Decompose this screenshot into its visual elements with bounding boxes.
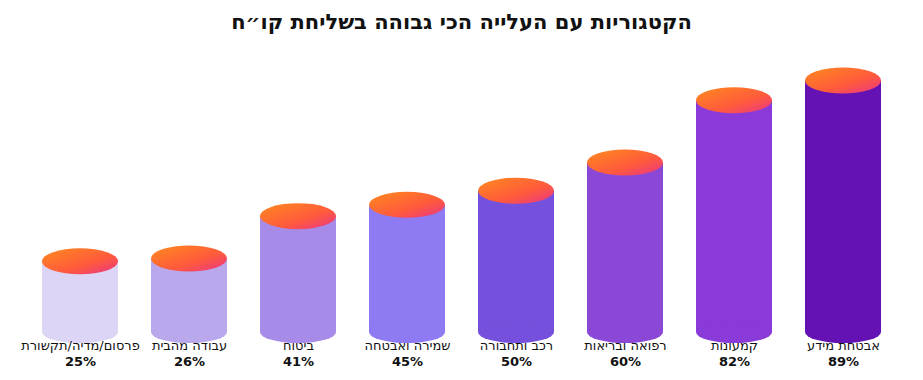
svg-text:50%: 50% [501, 354, 532, 369]
svg-text:שמירה ואבטחה: שמירה ואבטחה [364, 338, 450, 353]
svg-text:עבודה מהבית: עבודה מהבית [152, 338, 227, 353]
svg-text:ביטוח: ביטוח [283, 338, 314, 353]
svg-text:קמעונות: קמעונות [711, 338, 758, 353]
svg-text:פרסום/מדיה/תקשורת: פרסום/מדיה/תקשורת [21, 338, 140, 353]
svg-text:רפואה ובריאות: רפואה ובריאות [584, 338, 666, 353]
html-text:הקטגוריות עם העלייה הכי גבוהה: הקטגוריות עם העלייה הכי גבוהה בשליחת קו״… [231, 10, 692, 34]
svg-text:25%: 25% [65, 354, 96, 369]
svg-text:26%: 26% [174, 354, 205, 369]
svg-text:60%: 60% [610, 354, 641, 369]
svg-text:רכב ותחבורה: רכב ותחבורה [480, 338, 553, 353]
svg-text:אבטחת מידע: אבטחת מידע [807, 338, 880, 353]
svg-text:45%: 45% [392, 354, 423, 369]
svg-text:82%: 82% [719, 354, 750, 369]
svg-text:89%: 89% [828, 354, 859, 369]
svg-text:41%: 41% [283, 354, 314, 369]
